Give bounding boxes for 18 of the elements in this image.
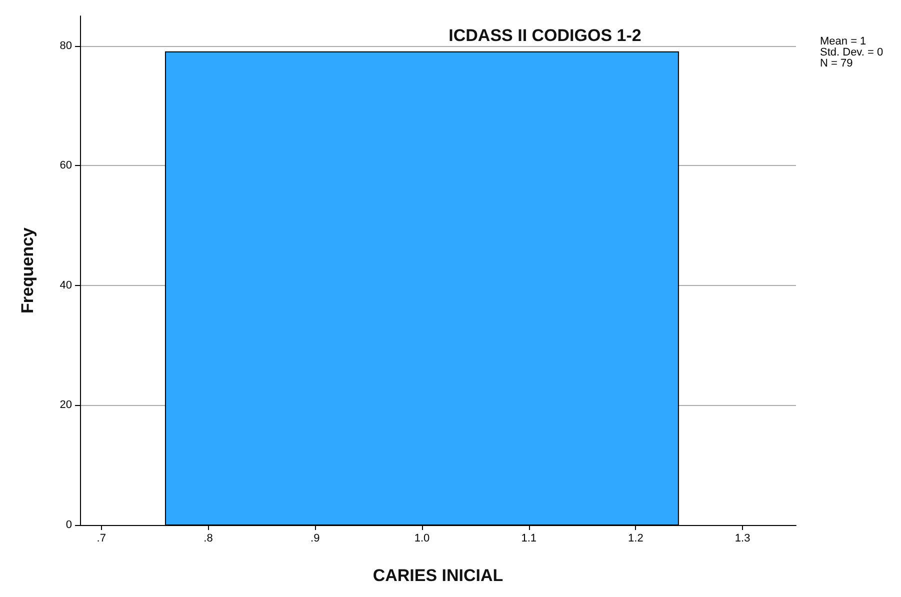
x-tick-label: 1.2 [628,532,644,544]
y-tick-label: 40 [60,279,72,292]
text: Mean = 1 [820,36,866,48]
text: ICDASS II CODIGOS 1-2 [448,26,642,45]
y-tick-label: 60 [60,160,72,172]
x-axis-title: CARIES INICIAL [372,566,504,585]
x-tick-label: 1.0 [414,532,430,544]
y-tick-label: 20 [60,399,72,412]
y-tick-label: 80 [60,40,72,52]
x-tick-label: .7 [96,532,106,544]
text: Std. Dev. = 0 [820,46,884,58]
y-tick-label: 0 [66,519,72,531]
x-tick-label: .8 [204,532,213,544]
x-tick-label: .9 [310,532,320,544]
y-axis-title: Frequency [18,226,37,314]
text: N = 79 [820,58,853,70]
x-tick-label: 1.1 [521,532,536,544]
x-tick-label: 1.3 [734,532,750,544]
